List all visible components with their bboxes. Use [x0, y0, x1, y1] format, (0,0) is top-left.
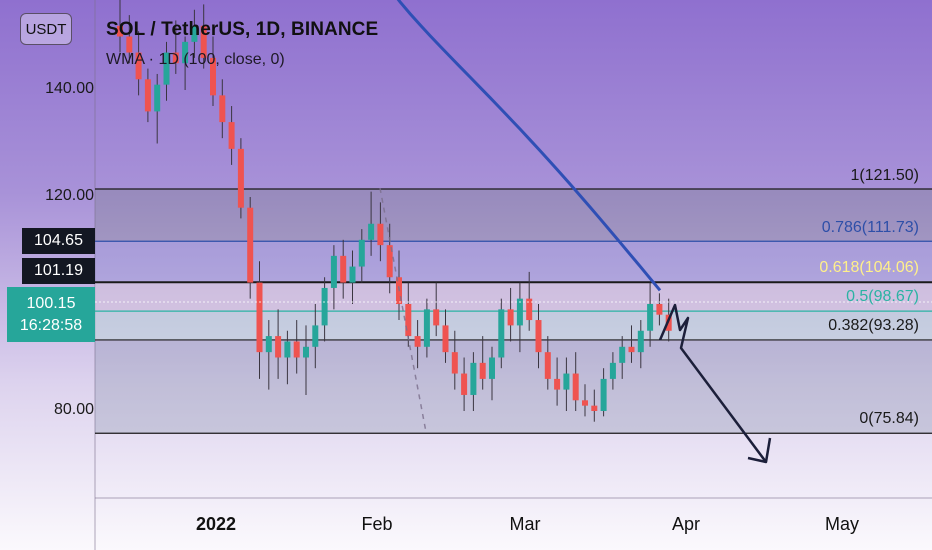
crosshair-price-tag-high: 104.65: [22, 228, 95, 254]
candle-body[interactable]: [265, 336, 272, 353]
candle-body[interactable]: [349, 266, 356, 283]
candle-body[interactable]: [544, 352, 551, 379]
projection-path: [658, 303, 768, 463]
candle-body[interactable]: [228, 122, 235, 149]
candle-body[interactable]: [275, 336, 282, 358]
fib-zone: [95, 188, 932, 242]
fib-zone: [95, 282, 932, 312]
candle-body[interactable]: [154, 84, 161, 112]
projection-arrowhead: [747, 437, 772, 464]
symbol-title[interactable]: SOL / TetherUS, 1D, BINANCE: [106, 19, 379, 40]
indicator-legend[interactable]: WMA · 1D (100, close, 0): [106, 51, 285, 68]
time-label-feb: Feb: [361, 514, 393, 534]
fib-label-0: 0(75.84): [859, 410, 919, 427]
candle-body[interactable]: [423, 309, 430, 347]
candle-body[interactable]: [470, 362, 477, 395]
wma-line: [396, 0, 662, 292]
candlestick-series: [117, 0, 672, 422]
fib-label-1: 1(121.50): [850, 167, 920, 184]
candle-body[interactable]: [284, 341, 291, 358]
fib-label-05: 0.5(98.67): [846, 288, 919, 305]
candle-body[interactable]: [637, 330, 644, 353]
candle-body[interactable]: [609, 362, 616, 379]
candle-body[interactable]: [358, 239, 365, 267]
candle-body[interactable]: [647, 304, 654, 331]
candle-body[interactable]: [312, 325, 319, 347]
candle-body[interactable]: [582, 400, 588, 406]
currency-button[interactable]: USDT: [20, 13, 72, 45]
price-tick-140: 140.00: [45, 80, 94, 97]
candle-body[interactable]: [340, 255, 347, 283]
time-label-apr: Apr: [671, 514, 701, 534]
candle-body[interactable]: [247, 207, 254, 283]
fib-label-0786: 0.786(111.73): [821, 219, 919, 236]
candle-body[interactable]: [405, 304, 412, 337]
time-label-2022: 2022: [195, 514, 237, 534]
trend-line-dashed: [379, 187, 427, 433]
candle-body[interactable]: [563, 373, 570, 390]
candle-body[interactable]: [303, 346, 309, 358]
fib-zone: [95, 241, 932, 283]
candle-body[interactable]: [656, 304, 663, 315]
candle-body[interactable]: [182, 41, 189, 64]
price-tick-80: 80.00: [53, 401, 94, 418]
candle-body[interactable]: [554, 378, 561, 390]
time-label-mar: Mar: [509, 514, 541, 534]
candle-body[interactable]: [572, 373, 579, 401]
candle-body[interactable]: [600, 378, 607, 411]
candle-body[interactable]: [330, 255, 337, 288]
fib-label-0382: 0.382(93.28): [828, 317, 919, 334]
candle-body[interactable]: [628, 346, 635, 353]
candle-body[interactable]: [489, 357, 495, 379]
fib-label-0618: 0.618(104.06): [819, 259, 919, 276]
candle-body[interactable]: [144, 79, 151, 112]
candle-body[interactable]: [479, 362, 486, 379]
candle-body[interactable]: [191, 25, 198, 42]
candle-body[interactable]: [219, 95, 226, 123]
candle-body[interactable]: [135, 52, 142, 80]
candle-body[interactable]: [507, 309, 514, 326]
candle-body[interactable]: [516, 298, 523, 326]
candle-body[interactable]: [256, 282, 263, 353]
candle-body[interactable]: [535, 320, 542, 353]
last-price-value: 100.15: [26, 294, 76, 312]
candle-body[interactable]: [619, 346, 626, 363]
candle-body[interactable]: [117, 25, 123, 37]
candle-body[interactable]: [172, 52, 179, 64]
candle-body[interactable]: [386, 245, 393, 278]
candle-body[interactable]: [526, 298, 533, 321]
price-tick-120: 120.00: [45, 187, 94, 204]
candle-body[interactable]: [451, 352, 458, 374]
candle-body[interactable]: [442, 325, 449, 353]
candle-body[interactable]: [237, 148, 244, 208]
candle-body[interactable]: [368, 223, 375, 240]
candle-body[interactable]: [163, 52, 170, 85]
bar-countdown: 16:28:58: [19, 316, 83, 334]
candle-body[interactable]: [321, 287, 328, 326]
fib-zone: [95, 339, 932, 434]
crosshair-price-tag-low: 101.19: [22, 258, 95, 284]
candle-body[interactable]: [461, 373, 468, 395]
time-label-may: May: [824, 514, 860, 534]
candle-body[interactable]: [210, 57, 216, 96]
last-price-tag: 100.15 16:28:58: [7, 287, 95, 342]
candle-body[interactable]: [414, 336, 421, 347]
candle-body[interactable]: [293, 341, 300, 358]
candle-body[interactable]: [200, 25, 207, 58]
candle-body[interactable]: [591, 405, 598, 411]
candle-body[interactable]: [433, 309, 440, 326]
candle-body[interactable]: [377, 223, 384, 246]
candle-body[interactable]: [498, 309, 505, 358]
candle-body[interactable]: [126, 36, 133, 53]
fib-retracement: [95, 188, 932, 434]
